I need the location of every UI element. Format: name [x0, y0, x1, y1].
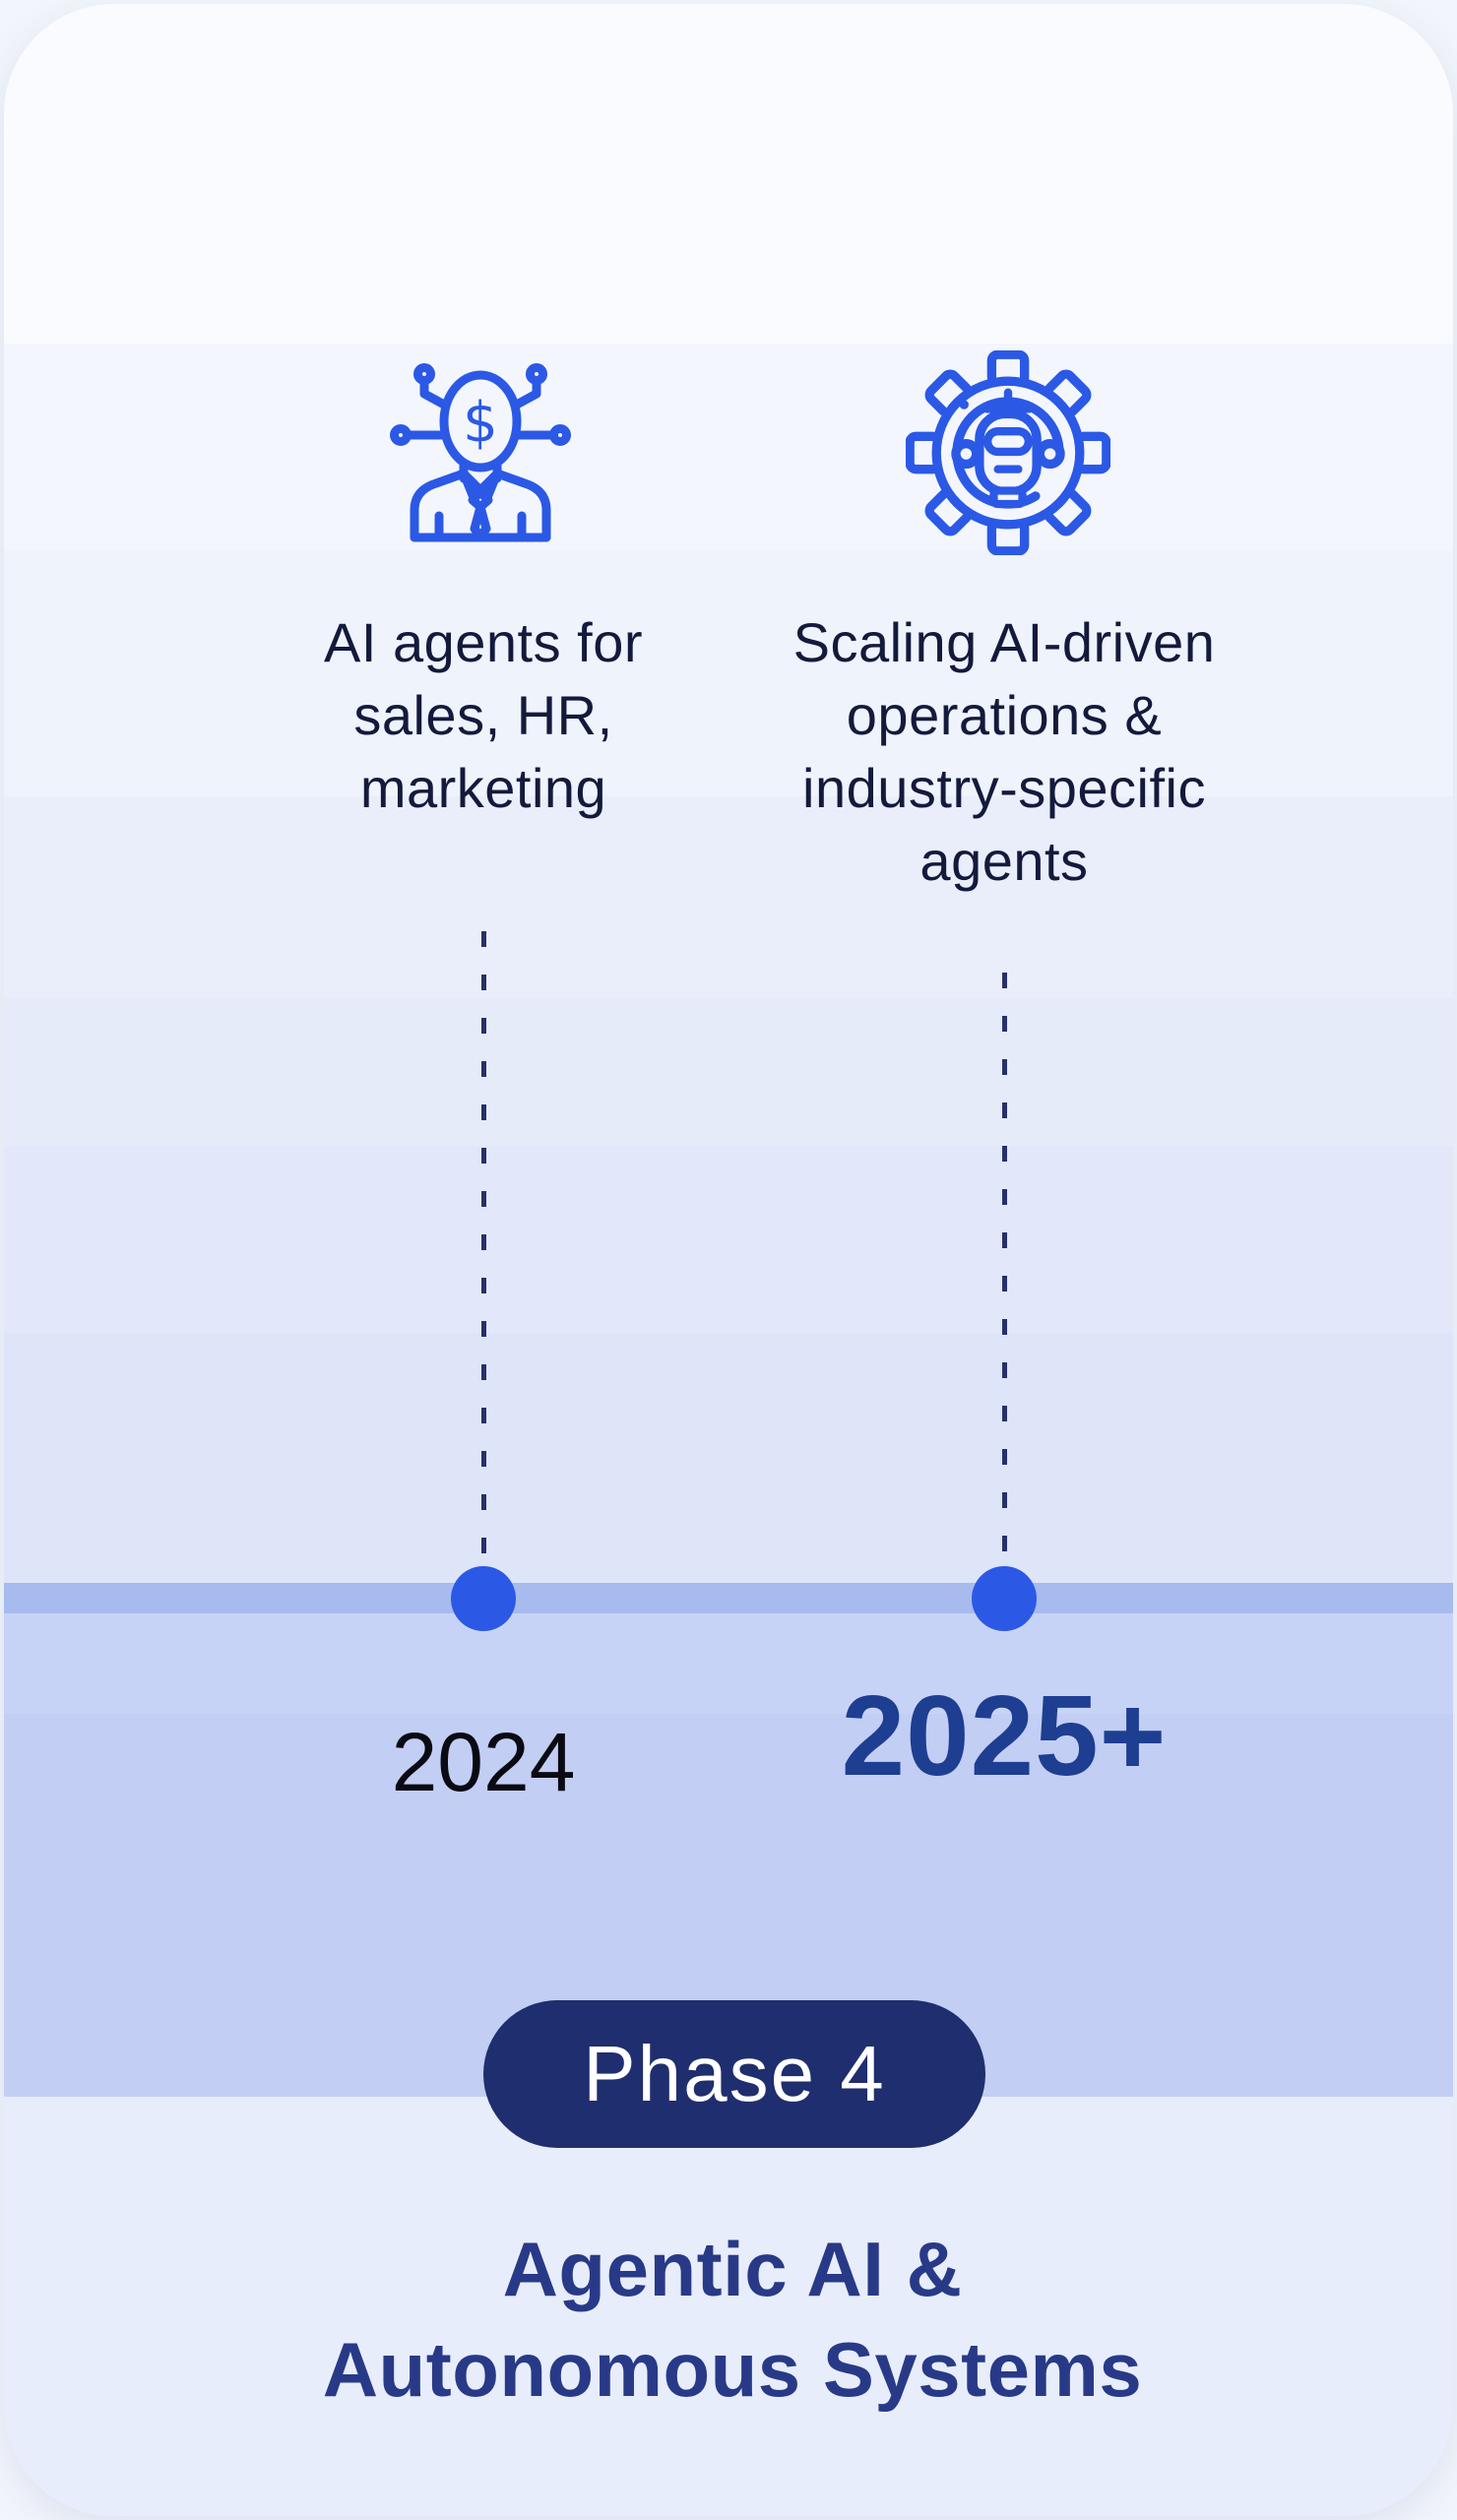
phase-badge-label: Phase 4: [583, 2030, 886, 2117]
milestone-2-description: Scaling AI-driven operations & industry-…: [748, 606, 1260, 898]
milestone-1-line-3: marketing: [359, 757, 607, 819]
timeline-dot-2025: [972, 1566, 1037, 1631]
timeline-bar: [4, 1583, 1453, 1613]
timeline-dot-2024: [451, 1566, 516, 1631]
phase-badge: Phase 4: [483, 2000, 985, 2148]
page-title-line-1: Agentic AI &: [502, 2226, 963, 2312]
milestone-2-line-2: operations &: [846, 684, 1163, 746]
milestone-2-line-1: Scaling AI-driven: [792, 611, 1216, 673]
page-title: Agentic AI & Autonomous Systems: [142, 2219, 1323, 2420]
year-label-2025: 2025+: [841, 1671, 1168, 1799]
ai-agent-person-icon: $: [385, 356, 582, 553]
svg-text:$: $: [463, 391, 498, 455]
milestone-1-line-1: AI agents for: [323, 611, 643, 673]
timeline-card: $: [4, 4, 1453, 2516]
robot-gear-icon: [906, 350, 1110, 555]
milestone-2-line-3: industry-specific: [802, 757, 1206, 819]
milestone-2-line-4: agents: [919, 830, 1089, 892]
milestone-1-description: AI agents for sales, HR, marketing: [227, 606, 739, 825]
milestone-2-dashed-connector: [1002, 973, 1007, 1581]
milestone-1-line-2: sales, HR,: [353, 684, 613, 746]
milestone-1-dashed-connector: [481, 931, 486, 1581]
page-title-line-2: Autonomous Systems: [322, 2326, 1143, 2413]
year-label-2024: 2024: [391, 1716, 576, 1808]
